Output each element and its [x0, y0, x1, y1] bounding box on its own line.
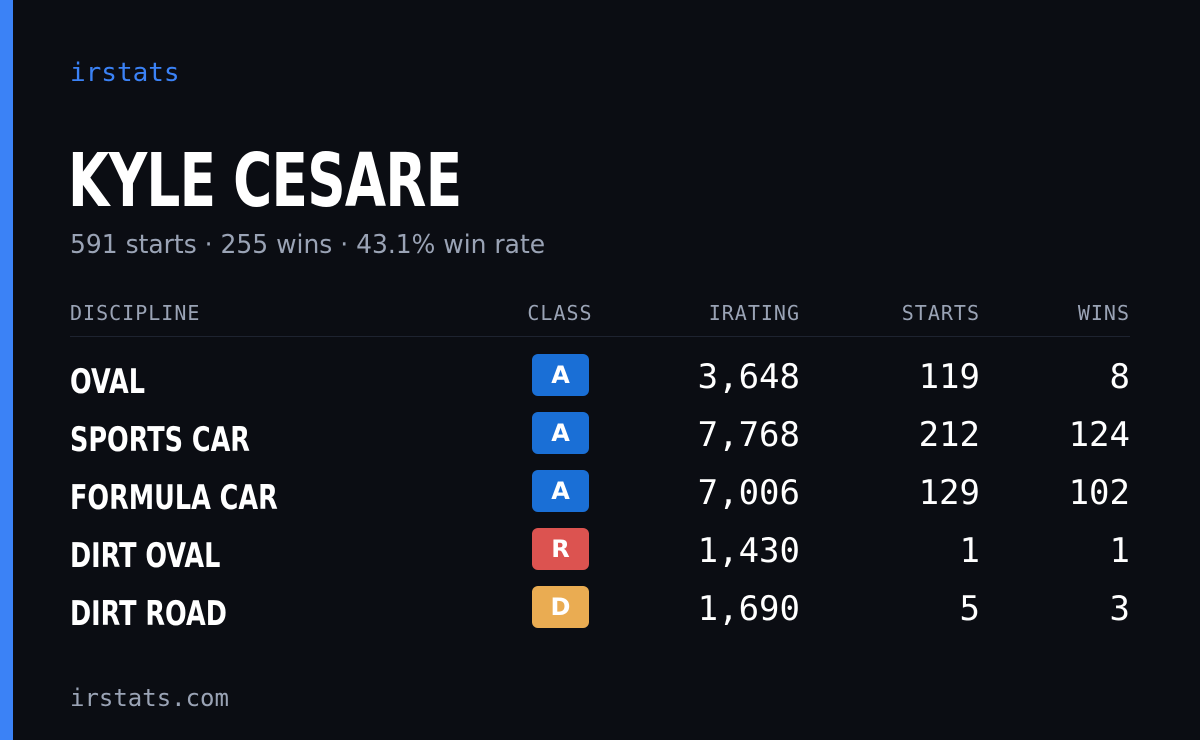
wins-value: 3	[1109, 589, 1130, 629]
table-row: DIRT ROAD D 1,690 5 3	[0, 586, 1200, 644]
irating-value: 7,006	[697, 473, 800, 513]
table-row: FORMULA CAR A 7,006 129 102	[0, 470, 1200, 528]
irating-value: 7,768	[697, 415, 800, 455]
irating-value: 1,690	[697, 589, 800, 629]
brand-logo: irstats	[70, 58, 180, 88]
footer-site-url: irstats.com	[70, 684, 229, 712]
class-badge: A	[532, 412, 589, 454]
discipline-name: FORMULA CAR	[70, 478, 278, 518]
starts-value: 129	[918, 473, 980, 513]
table-row: SPORTS CAR A 7,768 212 124	[0, 412, 1200, 470]
class-badge: A	[532, 354, 589, 396]
discipline-name: DIRT ROAD	[70, 594, 227, 634]
starts-value: 212	[918, 415, 980, 455]
discipline-name: OVAL	[70, 362, 145, 402]
class-badge: A	[532, 470, 589, 512]
discipline-name: DIRT OVAL	[70, 536, 221, 576]
starts-value: 1	[959, 531, 980, 571]
header-class: CLASS	[527, 301, 593, 325]
wins-value: 124	[1068, 415, 1130, 455]
irating-value: 1,430	[697, 531, 800, 571]
table-row: OVAL A 3,648 119 8	[0, 354, 1200, 412]
starts-value: 119	[918, 357, 980, 397]
header-starts: STARTS	[901, 301, 980, 325]
wins-value: 8	[1109, 357, 1130, 397]
header-wins: WINS	[1077, 301, 1130, 325]
table-row: DIRT OVAL R 1,430 1 1	[0, 528, 1200, 586]
accent-bar	[0, 0, 13, 740]
wins-value: 102	[1068, 473, 1130, 513]
discipline-name: SPORTS CAR	[70, 420, 250, 460]
header-discipline: DISCIPLINE	[70, 301, 201, 325]
page-title: KYLE CESARE	[68, 138, 462, 224]
starts-value: 5	[959, 589, 980, 629]
header-irating: IRATING	[708, 301, 800, 325]
header-divider	[70, 336, 1130, 337]
wins-value: 1	[1109, 531, 1130, 571]
class-badge: R	[532, 528, 589, 570]
irating-value: 3,648	[697, 357, 800, 397]
class-badge: D	[532, 586, 589, 628]
player-summary: 591 starts · 255 wins · 43.1% win rate	[70, 230, 546, 260]
